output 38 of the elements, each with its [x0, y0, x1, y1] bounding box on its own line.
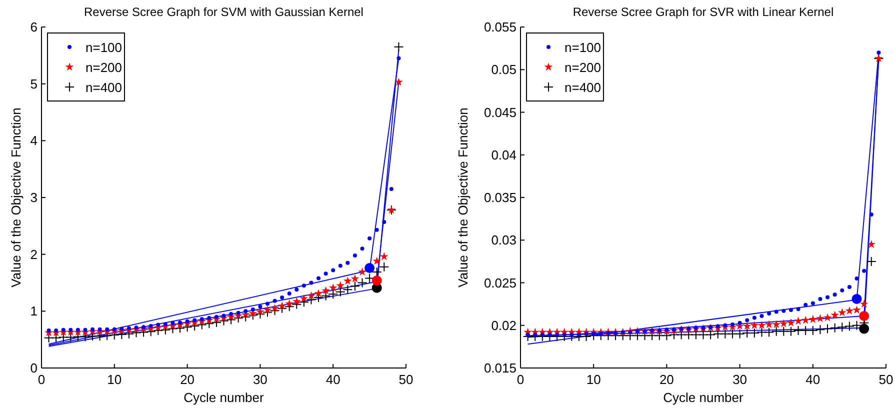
y-tick-label: 0.02	[491, 318, 516, 333]
x-axis-title: Cycle number	[663, 390, 744, 405]
x-tick-label: 40	[806, 372, 820, 387]
y-tick-label: 3	[30, 190, 38, 205]
y-tick-label: 5	[30, 76, 38, 92]
y-tick-label: 0.055	[484, 20, 516, 34]
legend-label: n=200	[564, 60, 602, 75]
x-tick-label: 40	[326, 372, 340, 387]
y-tick-label: 0	[30, 360, 38, 376]
y-tick-label: 1	[30, 304, 38, 319]
y-tick-label: 0.025	[484, 275, 516, 290]
y-tick-label: 0.04	[491, 147, 516, 162]
legend-label: n=200	[86, 60, 122, 75]
x-axis-title: Cycle number	[184, 390, 265, 405]
legend-label: n=100	[564, 40, 602, 55]
x-tick-label: 50	[878, 372, 894, 387]
y-tick-label: 0.03	[491, 232, 516, 248]
chart-title: Reverse Scree Graph for SVR with Linear Kernel	[572, 5, 834, 19]
chart-title: Reverse Scree Graph for SVM with Gaussian Kernel	[84, 5, 364, 19]
x-tick-label: 30	[252, 372, 268, 387]
y-tick-label: 6	[30, 20, 38, 34]
y-tick-label: 2	[30, 246, 38, 262]
x-tick-label: 10	[586, 372, 601, 387]
y-axis-title: Value of the Objective Function	[8, 108, 24, 288]
y-tick-label: 4	[30, 133, 38, 148]
x-tick-label: 20	[659, 372, 674, 387]
y-tick-label: 0.05	[491, 62, 516, 78]
x-tick-label: 10	[107, 372, 122, 387]
y-tick-label: 0.035	[484, 190, 516, 205]
y-tick-label: 0.015	[484, 360, 516, 376]
x-tick-label: 30	[732, 372, 748, 387]
y-tick-label: 0.045	[484, 104, 516, 120]
x-tick-label: 20	[180, 372, 195, 387]
legend-label: n=100	[86, 40, 122, 55]
legend-label: n=400	[564, 80, 602, 95]
y-axis-title: Value of the Objective Function	[456, 108, 470, 288]
legend-label: n=400	[86, 80, 122, 95]
x-tick-label: 50	[398, 372, 414, 387]
